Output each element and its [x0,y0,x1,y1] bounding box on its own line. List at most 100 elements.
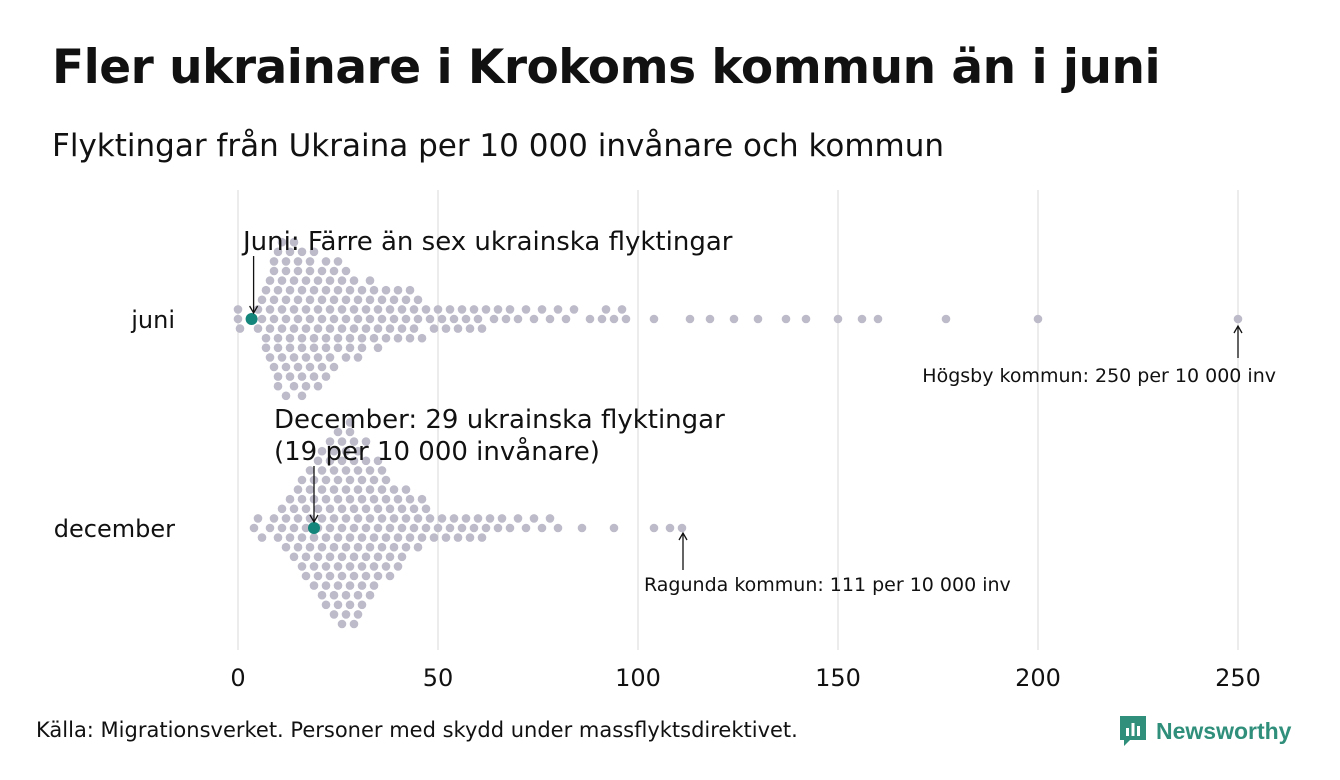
data-point-december [357,562,367,571]
data-point-december [309,562,319,571]
data-point-juni [321,333,331,343]
data-point-juni [609,314,619,324]
data-point-december [349,571,359,581]
data-point-december [305,542,315,552]
data-point-juni [281,295,291,305]
data-point-december [357,494,367,504]
category-labels: juni december [54,306,175,543]
x-tick-label: 200 [1015,664,1061,692]
data-point-juni [493,305,503,314]
data-point-december [425,514,435,523]
data-point-juni [333,257,343,266]
data-point-december [521,523,531,533]
category-label-juni: juni [130,306,175,334]
data-point-december [353,590,363,600]
data-point-december [377,466,387,475]
data-point-december [321,562,331,571]
data-point-december [277,523,287,533]
data-point-december [309,581,319,590]
data-point-december [453,533,463,542]
data-point-juni [545,314,555,324]
data-point-juni [405,333,415,343]
data-point-juni [381,285,391,295]
data-point-juni [353,295,363,305]
data-point-december [325,571,335,581]
data-point-december [349,456,359,466]
data-point-juni [281,362,291,372]
data-point-juni [361,305,371,314]
data-point-juni [313,353,323,362]
data-point-december [333,427,343,437]
data-point-december [321,581,331,590]
data-point-juni [437,314,447,324]
data-point-juni [337,305,347,314]
data-point-december [393,533,403,542]
data-point-juni [373,343,383,353]
data-point-december [649,523,659,533]
data-point-juni [321,285,331,295]
data-point-december [385,504,395,514]
data-point-december [485,514,495,523]
data-point-juni [729,314,739,324]
data-point-juni [325,353,335,362]
data-point-december [377,514,387,523]
data-point-december [677,523,687,533]
data-point-december [313,504,323,514]
data-point-december [341,514,351,523]
data-point-december [365,485,375,494]
data-point-juni [337,324,347,333]
data-point-juni [833,314,843,324]
data-point-december [333,600,343,610]
data-point-juni [305,314,315,324]
data-point-december [329,514,339,523]
data-point-juni [381,333,391,343]
source-note: Källa: Migrationsverket. Personer med sk… [36,718,798,742]
data-point-december [373,456,383,466]
data-point-december [341,542,351,552]
data-point-december [353,485,363,494]
data-point-december [293,485,303,494]
data-point-december [317,542,327,552]
data-point-juni [365,314,375,324]
data-point-december [337,504,347,514]
brand-name: Newsworthy [1156,717,1292,744]
data-point-juni [801,314,811,324]
data-point-december [457,523,467,533]
data-point-december [289,552,299,562]
data-point-december [361,552,371,562]
data-point-juni [305,266,315,276]
data-point-december [289,523,299,533]
data-point-juni [261,333,271,343]
data-point-juni [357,285,367,295]
annotation-max-juni: Högsby kommun: 250 per 10 000 inv [922,365,1276,387]
data-point-juni [297,343,307,353]
data-point-juni [1233,314,1243,324]
data-point-december [293,514,303,523]
data-point-december [433,523,443,533]
data-point-juni [397,305,407,314]
data-point-juni [257,314,267,324]
data-point-juni [621,314,631,324]
data-point-december [529,514,539,523]
data-point-december [353,542,363,552]
x-tick-label: 100 [615,664,661,692]
data-point-juni [481,305,491,314]
data-point-december [333,475,343,485]
data-point-juni [373,305,383,314]
data-point-december [325,523,335,533]
data-point-december [609,523,619,533]
data-point-juni [317,362,327,372]
data-point-juni [361,324,371,333]
data-point-december [353,466,363,475]
data-point-juni [309,285,319,295]
data-point-december [513,514,523,523]
data-point-juni [421,305,431,314]
data-point-december [333,533,343,542]
data-point-juni [289,237,299,247]
data-point-juni [441,324,451,333]
data-point-juni [537,305,547,314]
data-point-juni [357,333,367,343]
data-point-december [373,552,383,562]
data-point-juni [253,324,263,333]
data-point-december [305,485,315,494]
